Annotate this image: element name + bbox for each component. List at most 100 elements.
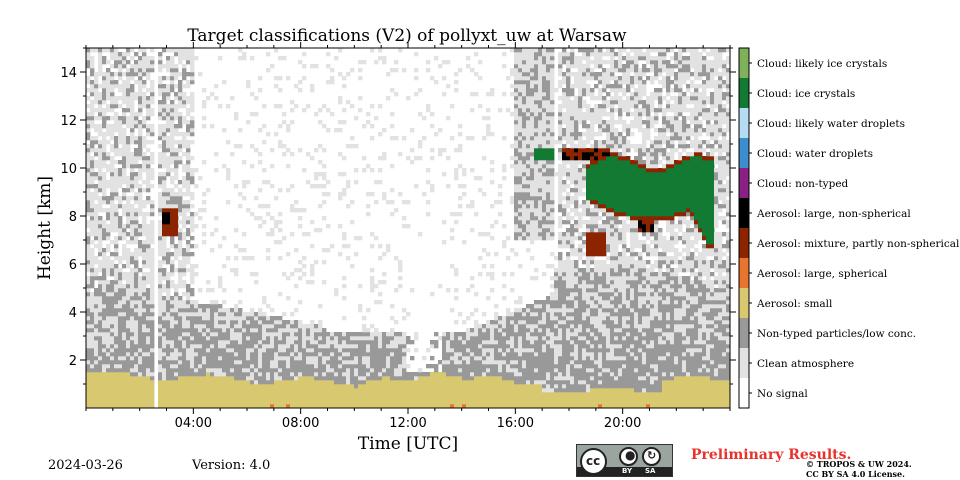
- classification-cell: [710, 304, 715, 309]
- classification-cell: [514, 136, 519, 141]
- classification-cell: [698, 112, 703, 117]
- classification-cell: [242, 320, 247, 329]
- classification-cell: [258, 216, 263, 221]
- classification-cell: [470, 168, 475, 173]
- classification-cell: [370, 324, 375, 329]
- classification-cell: [322, 164, 327, 169]
- classification-cell: [714, 336, 719, 369]
- classification-cell: [330, 340, 335, 345]
- classification-cell: [710, 148, 715, 157]
- classification-cell: [466, 364, 471, 381]
- classification-cell: [658, 140, 663, 145]
- classification-cell: [370, 368, 375, 373]
- classification-cell: [178, 80, 183, 93]
- classification-cell: [562, 304, 567, 317]
- classification-cell: [102, 372, 107, 409]
- classification-cell: [566, 228, 571, 233]
- classification-cell: [690, 156, 695, 213]
- classification-cell: [594, 292, 599, 301]
- classification-cell: [382, 128, 387, 133]
- classification-cell: [558, 64, 563, 69]
- classification-cell: [322, 172, 327, 181]
- classification-cell: [214, 228, 219, 233]
- classification-cell: [250, 348, 255, 353]
- classification-cell: [174, 156, 179, 161]
- classification-cell: [250, 328, 255, 333]
- classification-cell: [574, 236, 579, 241]
- classification-cell: [294, 84, 299, 89]
- classification-cell: [102, 108, 107, 117]
- classification-cell: [450, 332, 455, 341]
- classification-cell: [326, 380, 331, 409]
- classification-cell: [438, 336, 443, 341]
- classification-cell: [242, 232, 247, 237]
- classification-cell: [542, 108, 547, 113]
- classification-cell: [194, 264, 199, 269]
- classification-cell: [542, 336, 547, 341]
- classification-cell: [534, 384, 539, 409]
- classification-cell: [614, 76, 619, 81]
- classification-cell: [714, 380, 719, 409]
- classification-cell: [342, 188, 347, 197]
- classification-cell: [682, 340, 687, 345]
- classification-cell: [622, 340, 627, 357]
- classification-cell: [338, 356, 343, 361]
- classification-cell: [706, 376, 711, 409]
- classification-cell: [414, 380, 419, 409]
- classification-cell: [630, 344, 635, 349]
- classification-cell: [586, 208, 591, 217]
- classification-cell: [602, 60, 607, 65]
- legend-label: Cloud: non-typed: [757, 178, 849, 190]
- classification-cell: [586, 148, 591, 153]
- classification-cell: [594, 228, 599, 233]
- classification-cell: [306, 376, 311, 409]
- classification-cell: [574, 284, 579, 293]
- classification-cell: [138, 120, 143, 125]
- classification-cell: [234, 184, 239, 189]
- classification-cell: [194, 356, 199, 369]
- classification-cell: [726, 288, 731, 297]
- classification-cell: [518, 184, 523, 193]
- classification-cell: [550, 56, 555, 61]
- classification-cell: [606, 368, 611, 373]
- classification-cell: [250, 212, 255, 217]
- classification-cell: [202, 356, 207, 365]
- classification-cell: [354, 368, 359, 377]
- classification-cell: [530, 212, 535, 221]
- classification-cell: [558, 152, 563, 161]
- classification-cell: [646, 304, 651, 309]
- classification-cell: [430, 356, 435, 361]
- classification-cell: [626, 160, 631, 217]
- classification-cell: [194, 316, 199, 325]
- classification-cell: [126, 196, 131, 213]
- classification-cell: [106, 372, 111, 409]
- classification-cell: [142, 312, 147, 325]
- classification-cell: [362, 336, 367, 341]
- classification-cell: [514, 300, 519, 305]
- classification-cell: [86, 320, 91, 325]
- classification-cell: [486, 376, 491, 409]
- classification-cell: [694, 132, 699, 153]
- classification-cell: [538, 148, 543, 161]
- classification-cell: [554, 288, 559, 301]
- classification-cell: [246, 348, 251, 361]
- classification-cell: [326, 80, 331, 85]
- classification-cell: [282, 380, 287, 409]
- classification-cell: [518, 212, 523, 217]
- classification-cell: [642, 376, 647, 381]
- classification-cell: [182, 84, 187, 89]
- classification-cell: [174, 208, 179, 237]
- classification-cell: [178, 312, 183, 317]
- classification-cell: [582, 220, 587, 225]
- classification-cell: [706, 108, 711, 113]
- classification-cell: [178, 272, 183, 289]
- classification-cell: [474, 376, 479, 409]
- classification-cell: [706, 144, 711, 149]
- classification-cell: [670, 220, 675, 225]
- classification-cell: [610, 280, 615, 285]
- classification-cell: [554, 340, 559, 345]
- classification-cell: [726, 320, 731, 325]
- classification-cell: [658, 172, 663, 217]
- classification-cell: [538, 188, 543, 193]
- classification-cell: [114, 336, 119, 345]
